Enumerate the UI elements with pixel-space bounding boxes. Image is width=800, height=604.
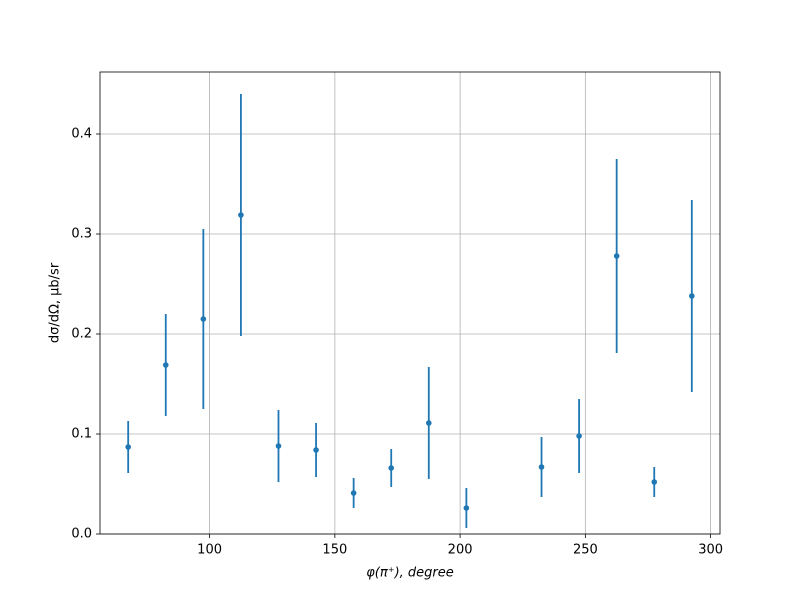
- y-tick-label: 0.2: [71, 327, 92, 342]
- data-point: [689, 293, 695, 299]
- data-point: [275, 443, 282, 449]
- y-tick-label: 0.0: [71, 527, 92, 542]
- data-point: [162, 362, 169, 368]
- x-tick-label: 150: [322, 543, 347, 558]
- data-point: [576, 433, 582, 439]
- y-tick-label: 0.4: [71, 127, 92, 142]
- y-axis-label: dσ/dΩ, μb/sr: [48, 262, 63, 343]
- x-tick-label: 100: [197, 543, 222, 558]
- data-point: [238, 212, 244, 218]
- x-tick-label: 200: [448, 543, 473, 558]
- data-point: [125, 444, 131, 450]
- x-tick-label: 300: [698, 543, 723, 558]
- data-point: [388, 465, 395, 471]
- plot-area: 100 150 200 250 300 0.0 0.1 0.2 0.3 0.4: [71, 72, 723, 558]
- x-axis-label: φ(π⁺), degree: [366, 566, 454, 581]
- data-point: [350, 490, 357, 496]
- data-point: [463, 505, 470, 511]
- x-tick-label: 250: [573, 543, 598, 558]
- data-point: [651, 479, 658, 485]
- data-point: [313, 447, 319, 453]
- data-point: [538, 464, 545, 470]
- data-point: [425, 420, 432, 426]
- y-tick-label: 0.1: [71, 427, 92, 442]
- data-point: [200, 316, 207, 322]
- axes-frame: [99, 71, 721, 535]
- data-point: [613, 253, 620, 259]
- y-tick-label: 0.3: [71, 227, 92, 242]
